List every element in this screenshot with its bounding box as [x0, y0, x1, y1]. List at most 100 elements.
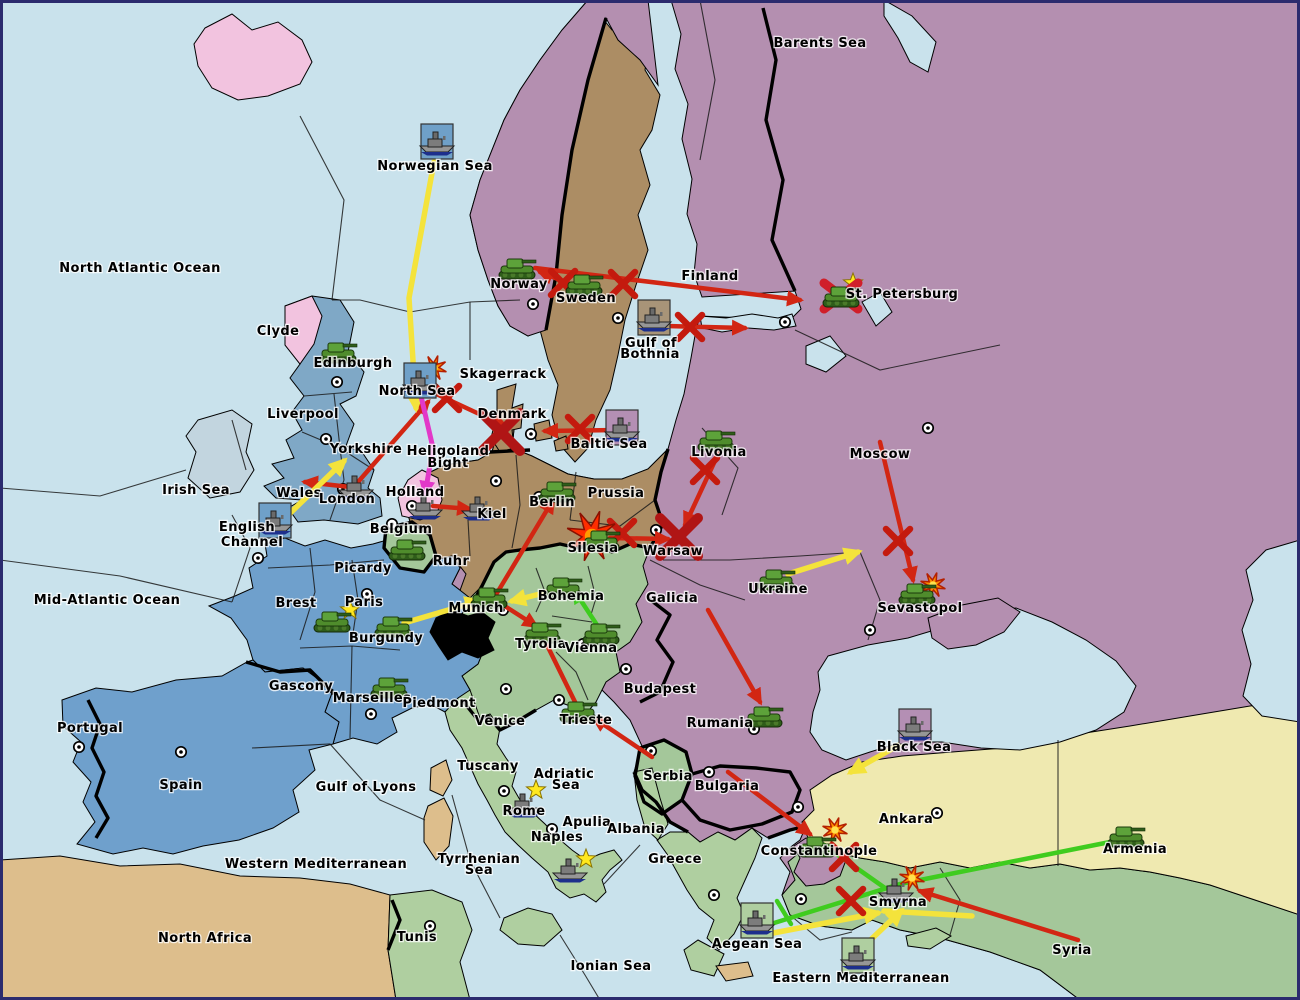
- territory-albania[interactable]: [633, 767, 669, 841]
- supply-center-dot: [791, 800, 805, 814]
- label-clyde-4: Clyde: [257, 324, 300, 339]
- label-greece-71: Greece: [648, 852, 702, 867]
- label-barents-sea-2: Barents Sea: [774, 36, 867, 51]
- supply-center-dot: [497, 784, 511, 798]
- territory-tunis[interactable]: [387, 889, 473, 1000]
- supply-center-dot: [72, 740, 86, 754]
- label-bothnia-22: Bothnia: [620, 347, 680, 362]
- label-picardy-34: Picardy: [334, 561, 392, 576]
- fleet-north-sea[interactable]: [402, 362, 438, 399]
- failed-move-x: [835, 885, 867, 917]
- label-armenia-77: Armenia: [1103, 842, 1167, 857]
- order-arrow-armenia-to-smyrna-aegean: [771, 838, 1118, 926]
- territory-sardinia[interactable]: [423, 797, 454, 861]
- region-border-20: [587, 565, 597, 619]
- territory-crimea[interactable]: [927, 597, 1021, 650]
- label-venice-46: Venice: [475, 714, 526, 729]
- label-edinburgh-5: Edinburgh: [313, 356, 392, 371]
- territory-iceland[interactable]: [193, 13, 313, 101]
- territory-crete[interactable]: [715, 961, 754, 982]
- label-baltic-sea-17: Baltic Sea: [571, 437, 648, 452]
- fleet-aegean-sea[interactable]: [739, 902, 775, 939]
- label-serbia-68: Serbia: [643, 769, 693, 784]
- label-irish-sea-3: Irish Sea: [162, 483, 230, 498]
- failed-move-x: [828, 841, 860, 873]
- territory-switzerland[interactable]: [429, 609, 496, 661]
- region-border-21: [551, 615, 593, 623]
- label-bohemia-39: Bohemia: [538, 589, 605, 604]
- army-st-petersburg[interactable]: [819, 278, 863, 314]
- region-border-24: [939, 867, 961, 936]
- supply-center-dot: [364, 707, 378, 721]
- label-burgundy-37: Burgundy: [349, 631, 423, 646]
- label-tuscany-58: Tuscany: [457, 759, 519, 774]
- region-border-0: [303, 391, 353, 397]
- territory-clyde[interactable]: [284, 295, 323, 365]
- order-arrow-holland-to-kiel: [430, 499, 474, 516]
- region-border-6: [299, 547, 316, 641]
- region-border-5: [267, 559, 385, 569]
- region-border-34: [559, 934, 601, 1000]
- national-border-1: [761, 7, 797, 292]
- supply-center-dot: [702, 765, 716, 779]
- label-belgium-30: Belgium: [370, 522, 433, 537]
- label-sevastopol-50: Sevastopol: [877, 601, 962, 616]
- supply-center-dot: [489, 474, 503, 488]
- label-silesia-32: Silesia: [568, 541, 619, 556]
- territory-peloponnese[interactable]: [683, 939, 725, 977]
- region-border-15: [794, 329, 1001, 371]
- label-vienna-41: Vienna: [565, 641, 618, 656]
- label-adriatic-59: Adriatic: [534, 767, 595, 782]
- fleet-baltic-sea[interactable]: [604, 409, 640, 446]
- territory-turkey_north[interactable]: [801, 699, 1300, 916]
- label-rome-61: Rome: [503, 804, 546, 819]
- territory-norway[interactable]: [469, 0, 659, 337]
- order-arrow-london-to-wales: [301, 475, 353, 492]
- supply-center-dot: [360, 587, 374, 601]
- territory-italy[interactable]: [444, 689, 623, 903]
- region-border-25: [299, 115, 345, 301]
- territory-denmark_isle2[interactable]: [553, 435, 569, 452]
- caspian-sea-water: [1241, 539, 1300, 723]
- territory-sicily[interactable]: [499, 907, 563, 947]
- failed-move-x: [674, 311, 706, 343]
- fleet-eastern-mediterranean[interactable]: [840, 937, 876, 974]
- territory-greece[interactable]: [656, 827, 763, 951]
- order-arrow-burgundy-support-munich: [401, 596, 484, 626]
- failed-move-x: [607, 268, 639, 300]
- region-border-32: [251, 743, 426, 821]
- label-black-sea-74: Black Sea: [877, 740, 952, 755]
- region-border-37: [699, 0, 716, 161]
- label-piedmont-45: Piedmont: [402, 696, 475, 711]
- order-arrow-bulgaria-to-constantinople: [725, 769, 814, 837]
- territory-corsica[interactable]: [429, 759, 453, 797]
- territory-north_africa[interactable]: [0, 855, 397, 1000]
- label-ionian-sea-66: Ionian Sea: [571, 959, 652, 974]
- territory-ireland[interactable]: [185, 409, 255, 499]
- supply-center-dot: [545, 822, 559, 836]
- region-border-33: [451, 794, 501, 919]
- fleet-gulf-of-bothnia[interactable]: [636, 299, 672, 336]
- order-arrow-north-sea-retreat-holland: [418, 393, 436, 498]
- label-sweden-19: Sweden: [556, 291, 616, 306]
- label-budapest-48: Budapest: [624, 682, 697, 697]
- fleet-black-sea[interactable]: [897, 708, 933, 745]
- fleet-english-channel[interactable]: [257, 502, 293, 539]
- territory-cyprus[interactable]: [905, 927, 953, 950]
- fleet-norwegian-sea[interactable]: [419, 123, 455, 160]
- order-arrow-munich-to-berlin: [494, 496, 556, 596]
- label-wales-8: Wales: [276, 486, 322, 501]
- label-prussia-26: Prussia: [588, 486, 645, 501]
- label-yorkshire-7: Yorkshire: [329, 442, 403, 457]
- star-marker: [525, 778, 547, 800]
- region-border-3: [339, 447, 375, 471]
- label-syria-79: Syria: [1052, 943, 1091, 958]
- order-arrow-serbia-to-trieste: [590, 715, 655, 760]
- national-border-10: [460, 698, 537, 732]
- label-kiel-28: Kiel: [477, 507, 506, 522]
- label-marseilles-44: Marseilles: [333, 691, 412, 706]
- supply-center-dot: [707, 888, 721, 902]
- region-border-9: [349, 645, 353, 739]
- label-liverpool-6: Liverpool: [267, 407, 339, 422]
